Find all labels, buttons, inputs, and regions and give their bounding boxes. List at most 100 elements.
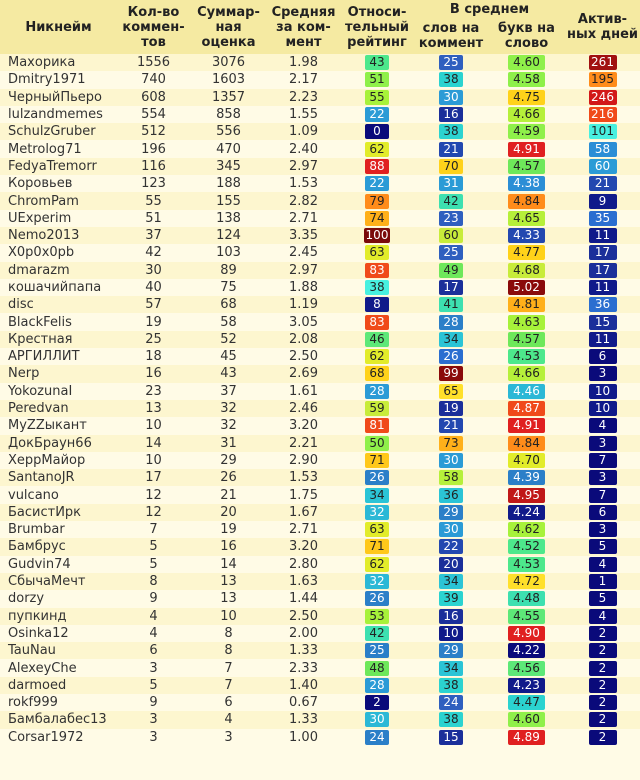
total-score: 58: [190, 313, 267, 331]
words-per-comment-badge: 16: [439, 608, 463, 624]
words-per-comment-cell: 65: [414, 382, 488, 400]
table-row: БасистИрк 12 20 1.67 32 29 4.24 6: [0, 503, 640, 522]
active-days-badge: 3: [588, 470, 617, 486]
relative-rating-badge: 79: [365, 193, 389, 209]
avg-score: 3.05: [267, 313, 340, 331]
nickname: lulzandmemes: [0, 105, 117, 124]
active-days-cell: 4: [565, 607, 640, 625]
comments-count: 18: [117, 348, 190, 366]
avg-score: 2.33: [267, 659, 340, 677]
nickname: dorzy: [0, 590, 117, 608]
table-row: Gudvin74 5 14 2.80 62 20 4.53 4: [0, 555, 640, 573]
table-body: Махорика 1556 3076 1.98 43 25 4.60 261 Dmitry197…: [0, 54, 640, 746]
avg-score: 1.33: [267, 642, 340, 660]
table-row: vulcano 12 21 1.75 34 36 4.95 7: [0, 486, 640, 504]
header-average-group: В среднем: [414, 0, 565, 18]
words-per-comment-badge: 20: [439, 556, 463, 572]
words-per-comment-badge: 65: [439, 383, 463, 399]
active-days-badge: 3: [588, 366, 617, 382]
relative-rating-cell: 46: [340, 330, 414, 349]
letters-per-word-cell: 4.39: [488, 469, 565, 487]
letters-per-word-cell: 4.84: [488, 434, 565, 452]
relative-rating-badge: 26: [365, 591, 389, 607]
words-per-comment-badge: 21: [439, 418, 463, 434]
relative-rating-badge: 8: [365, 297, 389, 313]
active-days-badge: 10: [588, 383, 617, 399]
comments-count: 40: [117, 278, 190, 297]
avg-score: 2.71: [267, 209, 340, 227]
letters-per-word-badge: 4.22: [508, 643, 545, 659]
active-days-badge: 6: [588, 349, 617, 365]
relative-rating-cell: 62: [340, 555, 414, 573]
relative-rating-cell: 62: [340, 140, 414, 158]
total-score: 858: [190, 105, 267, 124]
total-score: 21: [190, 486, 267, 504]
letters-per-word-badge: 4.53: [508, 349, 545, 365]
avg-score: 2.21: [267, 434, 340, 452]
comments-count: 5: [117, 676, 190, 694]
active-days-cell: 2: [565, 624, 640, 643]
words-per-comment-badge: 21: [439, 141, 463, 157]
words-per-comment-badge: 38: [439, 124, 463, 140]
nickname: Махорика: [0, 54, 117, 72]
letters-per-word-cell: 4.87: [488, 399, 565, 418]
words-per-comment-cell: 22: [414, 538, 488, 556]
avg-score: 2.46: [267, 399, 340, 418]
active-days-cell: 3: [565, 434, 640, 452]
total-score: 29: [190, 451, 267, 470]
words-per-comment-badge: 34: [439, 574, 463, 590]
words-per-comment-badge: 17: [439, 280, 463, 295]
active-days-cell: 36: [565, 296, 640, 314]
table-row: Крестная 25 52 2.08 46 34 4.57 11: [0, 330, 640, 349]
avg-score: 3.35: [267, 226, 340, 245]
words-per-comment-badge: 58: [439, 470, 463, 486]
active-days-cell: 2: [565, 659, 640, 677]
table-row: Nerp 16 43 2.69 68 99 4.66 3: [0, 365, 640, 383]
header-nick: Никнейм: [0, 0, 117, 54]
nickname: TauNau: [0, 642, 117, 660]
letters-per-word-badge: 4.75: [508, 89, 545, 105]
avg-score: 1.88: [267, 278, 340, 297]
words-per-comment-badge: 19: [439, 401, 463, 417]
avg-score: 3.20: [267, 538, 340, 556]
letters-per-word-cell: 4.89: [488, 728, 565, 746]
total-score: 1603: [190, 71, 267, 89]
relative-rating-cell: 100: [340, 226, 414, 245]
table-row: Махорика 1556 3076 1.98 43 25 4.60 261: [0, 54, 640, 72]
comments-count: 3: [117, 728, 190, 746]
comments-count: 9: [117, 590, 190, 608]
active-days-cell: 21: [565, 175, 640, 193]
letters-per-word-cell: 4.81: [488, 296, 565, 314]
active-days-badge: 2: [588, 677, 617, 693]
relative-rating-cell: 71: [340, 538, 414, 556]
table-row: Metrolog71 196 470 2.40 62 21 4.91 58: [0, 140, 640, 158]
words-per-comment-cell: 29: [414, 503, 488, 522]
relative-rating-badge: 88: [365, 158, 389, 174]
words-per-comment-cell: 30: [414, 451, 488, 470]
words-per-comment-cell: 21: [414, 140, 488, 158]
letters-per-word-cell: 4.60: [488, 54, 565, 72]
relative-rating-cell: 2: [340, 693, 414, 712]
avg-score: 1.33: [267, 711, 340, 729]
words-per-comment-cell: 28: [414, 313, 488, 331]
words-per-comment-cell: 41: [414, 296, 488, 314]
total-score: 103: [190, 244, 267, 262]
table-row: ДокБраун66 14 31 2.21 50 73 4.84 3: [0, 434, 640, 452]
table-row: Peredvan 13 32 2.46 59 19 4.87 10: [0, 399, 640, 418]
comments-count: 37: [117, 226, 190, 245]
comments-count: 51: [117, 209, 190, 227]
active-days-cell: 6: [565, 348, 640, 366]
table-row: Brumbar 7 19 2.71 63 30 4.62 3: [0, 521, 640, 539]
comments-count: 7: [117, 521, 190, 539]
table-row: TauNau 6 8 1.33 25 29 4.22 2: [0, 642, 640, 660]
relative-rating-badge: 100: [363, 228, 391, 244]
relative-rating-badge: 22: [365, 107, 389, 123]
active-days-cell: 15: [565, 313, 640, 331]
nickname: MyZZыкант: [0, 417, 117, 435]
relative-rating-cell: 63: [340, 521, 414, 539]
letters-per-word-cell: 4.56: [488, 659, 565, 677]
active-days-badge: 10: [588, 401, 617, 417]
letters-per-word-cell: 4.48: [488, 590, 565, 608]
table-row: BlackFelis 19 58 3.05 83 28 4.63 15: [0, 313, 640, 331]
words-per-comment-badge: 15: [439, 729, 463, 745]
